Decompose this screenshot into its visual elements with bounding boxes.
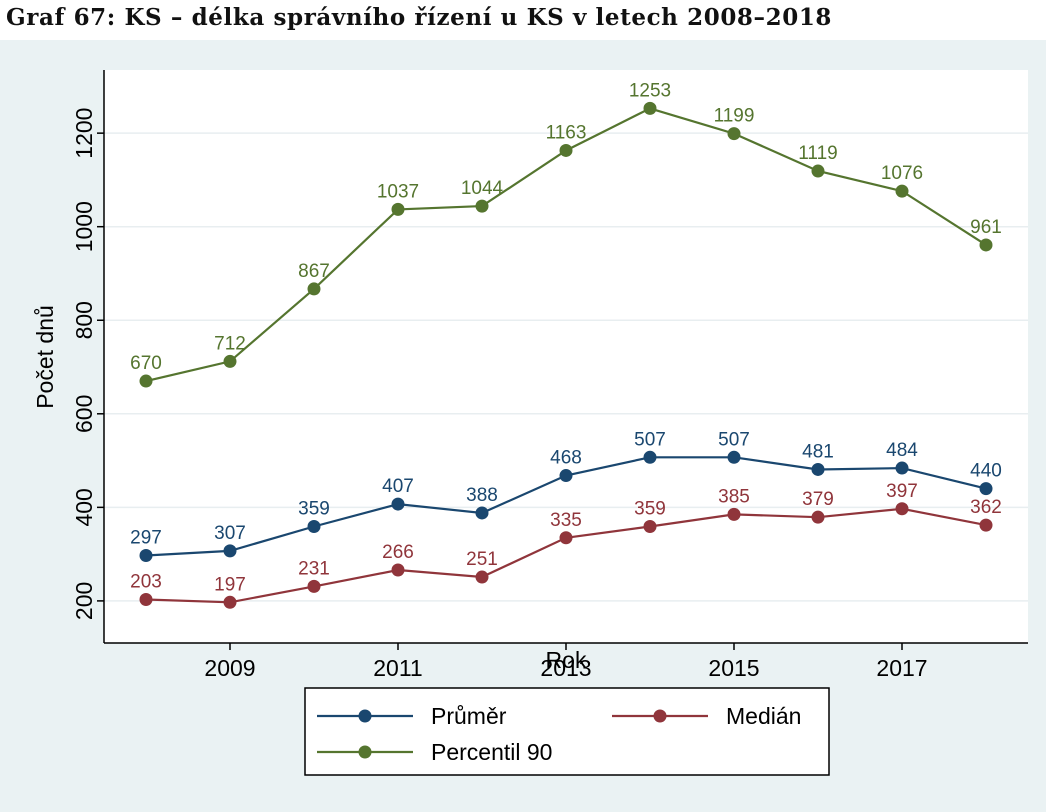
data-label: 481 (802, 441, 834, 462)
data-point (139, 374, 153, 388)
data-point (475, 570, 489, 584)
data-label: 197 (214, 574, 246, 595)
data-point (895, 461, 909, 475)
data-point (895, 184, 909, 198)
data-point (223, 595, 237, 609)
data-point (559, 531, 573, 545)
line-chart: 200 400 600 800 1000 1200 2009 2011 2013 2015 2017… (32, 70, 1028, 776)
data-point (643, 520, 657, 534)
data-point (391, 202, 405, 216)
data-label: 266 (382, 542, 414, 563)
data-label: 1044 (461, 178, 504, 199)
legend-marker (653, 709, 667, 723)
x-axis-title: Rok (546, 647, 587, 673)
data-point (475, 199, 489, 213)
data-label: 1253 (629, 80, 671, 101)
y-tick-label: 800 (71, 301, 97, 339)
legend-label: Medián (726, 703, 801, 729)
x-tick-label: 2017 (876, 655, 927, 681)
data-label: 507 (718, 429, 750, 450)
series-group (139, 101, 993, 609)
legend-label: Průměr (431, 703, 507, 729)
data-label: 961 (970, 217, 1002, 238)
data-point (727, 507, 741, 521)
data-point (811, 462, 825, 476)
y-tick-label: 400 (71, 488, 97, 526)
data-point (727, 450, 741, 464)
data-point (979, 482, 993, 496)
plot-area (104, 70, 1028, 643)
data-point (223, 354, 237, 368)
legend-box (304, 687, 830, 776)
legend-marker (358, 745, 372, 759)
data-label: 297 (130, 528, 162, 549)
data-label: 335 (550, 510, 582, 531)
data-label: 231 (298, 558, 330, 579)
data-point (811, 510, 825, 524)
data-point (559, 143, 573, 157)
axes: 200 400 600 800 1000 1200 2009 2011 2013 2015 2017 (71, 70, 1028, 681)
y-axis-title: Počet dnů (32, 305, 58, 409)
figure-caption: Graf 67: KS – délka správního řízení u K… (6, 4, 833, 31)
gridlines (104, 132, 1028, 602)
data-labels: 297 307 359 407 388 468 507 507 481 484 440 203 197 2… (130, 80, 1002, 595)
data-point (307, 282, 321, 296)
data-label: 867 (298, 261, 330, 282)
data-point (307, 579, 321, 593)
data-label: 385 (718, 486, 750, 507)
data-label: 670 (130, 353, 162, 374)
legend-label: Percentil 90 (431, 739, 552, 765)
y-tick-label: 600 (71, 395, 97, 433)
data-point (475, 506, 489, 520)
data-point (979, 238, 993, 252)
data-label: 251 (466, 549, 498, 570)
x-tick-label: 2009 (204, 655, 255, 681)
x-tick-label: 2015 (708, 655, 759, 681)
y-tick-label: 1200 (71, 108, 97, 159)
data-point (727, 127, 741, 141)
data-point (139, 549, 153, 563)
data-label: 468 (550, 448, 582, 469)
chart-area: 200 400 600 800 1000 1200 2009 2011 2013 2015 2017… (0, 40, 1046, 812)
data-label: 407 (382, 476, 414, 497)
data-label: 379 (802, 489, 834, 510)
data-label: 359 (634, 499, 666, 520)
data-point (139, 592, 153, 606)
data-label: 1037 (377, 181, 419, 202)
data-point (643, 101, 657, 115)
data-point (811, 164, 825, 178)
data-label: 359 (298, 499, 330, 520)
data-label: 388 (466, 485, 498, 506)
data-label: 397 (886, 481, 918, 502)
data-point (307, 520, 321, 534)
data-label: 307 (214, 523, 246, 544)
data-label: 1163 (546, 122, 587, 143)
data-point (559, 469, 573, 483)
data-point (223, 544, 237, 558)
data-point (391, 563, 405, 577)
data-point (391, 497, 405, 511)
data-label: 440 (970, 461, 1002, 482)
data-label: 507 (634, 429, 666, 450)
data-label: 1119 (798, 143, 837, 164)
x-tick-label: 2011 (373, 655, 422, 681)
legend: Průměr Medián Percentil 90 (304, 687, 830, 776)
legend-marker (358, 709, 372, 723)
x-tick-label: 2013 (540, 655, 591, 681)
data-label: 1076 (881, 163, 923, 184)
y-tick-label: 200 (71, 582, 97, 620)
y-tick-label: 1000 (71, 201, 97, 252)
data-label: 362 (970, 497, 1002, 518)
data-label: 203 (130, 571, 162, 592)
data-label: 484 (886, 440, 918, 461)
data-label: 1199 (714, 106, 755, 127)
data-point (895, 502, 909, 516)
data-label: 712 (214, 333, 246, 354)
data-point (643, 450, 657, 464)
data-point (979, 518, 993, 532)
